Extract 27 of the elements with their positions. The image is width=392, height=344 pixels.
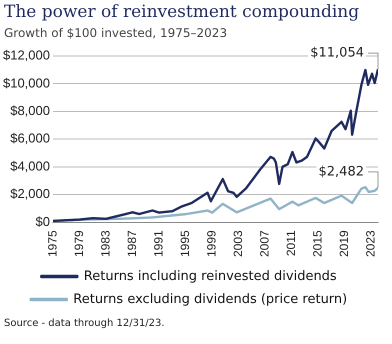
- y-tick-label: $6,000: [10, 130, 50, 146]
- chart-title: The power of reinvestment compounding: [4, 2, 360, 22]
- y-tick-label: $0: [36, 214, 50, 229]
- y-tick-label: $2,000: [10, 186, 50, 202]
- legend-label: Returns excluding dividends (price return): [73, 292, 348, 307]
- y-tick-label: $12,000: [2, 48, 50, 63]
- x-tick-label: 2023: [364, 230, 378, 258]
- annotation: $2,482: [318, 164, 364, 180]
- x-tick-label: 1983: [98, 230, 112, 258]
- x-tick-label: 1991: [151, 230, 166, 258]
- x-tick-label: 1999: [204, 230, 218, 258]
- y-tick-label: $4,000: [10, 158, 50, 174]
- source-note: Source - data through 12/31/23.: [4, 318, 166, 329]
- x-tick-label: 2007: [258, 230, 272, 258]
- x-tick-label: 1995: [178, 230, 192, 258]
- x-tick-label: 1979: [72, 230, 86, 258]
- x-tick-label: 2011: [284, 230, 298, 256]
- legend-label: Returns including reinvested dividends: [84, 268, 337, 284]
- x-tick-label: 1975: [45, 230, 60, 258]
- chart-subtitle: Growth of $100 invested, 1975–2023: [4, 26, 228, 40]
- annotation: $11,054: [310, 45, 364, 60]
- y-tick-label: $8,000: [10, 103, 50, 118]
- x-tick-label: 2015: [310, 230, 325, 258]
- y-tick-label: $10,000: [2, 75, 50, 90]
- x-tick-label: 2003: [231, 230, 246, 258]
- x-tick-label: 2019: [337, 230, 352, 258]
- x-tick-label: 1987: [124, 230, 139, 258]
